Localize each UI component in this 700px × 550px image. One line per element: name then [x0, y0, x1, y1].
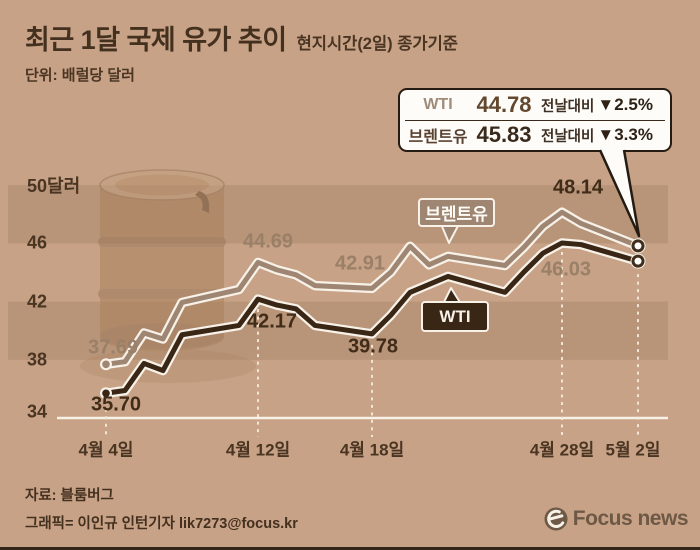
callout-wti-value: 44.78: [476, 92, 532, 117]
series-label-wti-text: WTI: [439, 306, 471, 326]
y-axis-label: 38: [27, 349, 48, 370]
y-axis-label: 46: [27, 232, 48, 253]
callout-brent-value: 45.83: [476, 122, 532, 147]
page-subtitle: 현지시간(2일) 종가기준: [296, 35, 458, 53]
graphic-credit: 그래픽= 이인규 인턴기자 lik7273@focus.kr: [25, 516, 298, 532]
x-axis-label: 4월 28일: [529, 440, 595, 460]
point-label: 42.17: [246, 310, 298, 333]
callout-row-wti: WTI 44.78 전날대비 ▼2.5%: [405, 91, 665, 120]
y-axis-label: 34: [27, 401, 48, 422]
x-axis-label: 4월 18일: [339, 440, 405, 460]
callout-wti-compare-label: 전날대비: [541, 98, 595, 115]
series-label-brent: 브렌트유: [418, 198, 495, 227]
focus-news-logo-icon: [544, 507, 568, 531]
point-label: 42.91: [334, 252, 386, 275]
point-label: 48.14: [552, 176, 604, 199]
bottom-border: [0, 546, 700, 550]
unit-label: 단위: 배럴당 달러: [25, 67, 135, 84]
focus-news-logo: Focus news: [543, 506, 689, 532]
chart-points: [100, 223, 646, 400]
callout-brent-name: 브렌트유: [408, 129, 468, 146]
point-label: 46.03: [540, 258, 592, 281]
y-axis-label: 50달러: [27, 176, 81, 197]
x-axis-label: 5월 2일: [605, 440, 661, 460]
y-axis-label: 42: [27, 291, 48, 312]
point-label: 37.69: [87, 336, 139, 359]
latest-price-callout: WTI 44.78 전날대비 ▼2.5% 브렌트유 45.83 전날대비 ▼3.…: [398, 88, 672, 152]
data-source: 자료: 블룸버그: [25, 488, 114, 504]
x-axis-label: 4월 12일: [225, 440, 291, 460]
point-label: 35.70: [90, 393, 142, 416]
callout-brent-change: ▼3.3%: [597, 125, 653, 144]
callout-wti-change: ▼2.5%: [597, 95, 653, 114]
point-label: 44.69: [242, 230, 294, 253]
page-title: 최근 1달 국제 유가 추이: [25, 25, 287, 55]
x-axis-label: 4월 4일: [78, 440, 134, 460]
point-label: 39.78: [347, 335, 399, 358]
callout-brent-compare-label: 전날대비: [541, 128, 595, 145]
callout-row-brent: 브렌트유 45.83 전날대비 ▼3.3%: [405, 119, 665, 150]
chart-series-lines: [101, 207, 643, 399]
header: 최근 1달 국제 유가 추이 현지시간(2일) 종가기준: [25, 18, 458, 57]
series-label-wti: WTI: [421, 301, 489, 332]
chart-gridlines: [57, 251, 668, 437]
callout-wti-name: WTI: [423, 96, 453, 113]
series-label-brent-text: 브렌트유: [425, 205, 488, 224]
focus-news-logo-text: Focus news: [572, 507, 689, 530]
